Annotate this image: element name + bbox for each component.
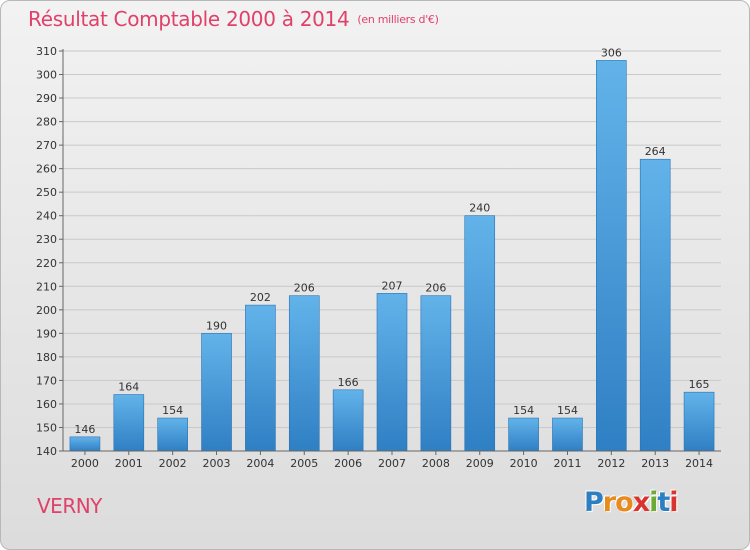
data-label: 207 [382, 279, 403, 292]
bar-2004 [245, 304, 276, 452]
x-tick-label: 2004 [246, 457, 274, 470]
x-tick-label: 2009 [466, 457, 494, 470]
bar-2001 [113, 394, 145, 452]
bar-2002 [157, 417, 188, 452]
x-tick-label: 2000 [71, 457, 99, 470]
y-tick-label: 310 [36, 45, 57, 58]
y-tick-label: 170 [36, 374, 57, 387]
y-tick-label: 200 [36, 304, 57, 317]
y-tick-label: 290 [36, 92, 57, 105]
data-label: 154 [162, 404, 183, 417]
y-tick-label: 280 [36, 116, 57, 129]
logo-letter: o [615, 487, 634, 518]
bar-2009 [464, 215, 496, 452]
bar-2007 [376, 293, 408, 452]
logo-letter: i [649, 487, 658, 518]
data-label: 202 [250, 291, 271, 304]
bars: 146 164 154 190 202 206 166 207 206 240 154 154 306 2… [69, 46, 715, 452]
bar-2010 [508, 417, 539, 452]
x-tick-label: 2003 [203, 457, 231, 470]
data-label: 264 [645, 145, 666, 158]
data-label: 146 [74, 423, 95, 436]
y-tick-label: 160 [36, 398, 57, 411]
y-tick-label: 230 [36, 233, 57, 246]
logo-letter: r [602, 487, 616, 518]
bar-2012 [596, 60, 627, 452]
logo-letter: i [669, 487, 678, 518]
data-label: 206 [425, 282, 446, 295]
logo-letter: t [657, 487, 670, 518]
data-label: 165 [689, 378, 710, 391]
y-tick-label: 260 [36, 163, 57, 176]
data-label: 164 [118, 381, 139, 394]
y-tick-label: 140 [36, 445, 57, 458]
bar-2013 [639, 158, 671, 452]
x-tick-label: 2006 [334, 457, 362, 470]
data-label: 154 [557, 404, 578, 417]
y-tick-label: 250 [36, 186, 57, 199]
x-tick-label: 2007 [378, 457, 406, 470]
chart-unit-label: (en milliers d'€) [357, 13, 439, 26]
bar-2014 [683, 391, 715, 452]
data-label: 206 [294, 282, 315, 295]
y-tick-label: 180 [36, 351, 57, 364]
y-tick-label: 270 [36, 139, 57, 152]
bar-2005 [288, 295, 320, 452]
y-axis: 140 150 160 170 180 190 200 210 220 230 240 250 260 2… [36, 45, 64, 458]
x-tick-label: 2013 [641, 457, 669, 470]
chart-title: Résultat Comptable 2000 à 2014 (en millie… [28, 7, 439, 31]
x-tick-label: 2008 [422, 457, 450, 470]
bar-2008 [420, 295, 452, 452]
data-label: 190 [206, 319, 227, 332]
bar-2000 [69, 436, 101, 452]
proxiti-logo: Proxiti [584, 487, 679, 518]
data-label: 306 [601, 46, 622, 59]
y-tick-label: 220 [36, 257, 57, 270]
bar-2011 [552, 417, 583, 452]
data-label: 166 [338, 376, 359, 389]
y-tick-label: 150 [36, 421, 57, 434]
x-tick-label: 2001 [115, 457, 143, 470]
x-tick-label: 2012 [597, 457, 625, 470]
x-tick-label: 2010 [510, 457, 538, 470]
x-tick-label: 2011 [553, 457, 581, 470]
town-label: VERNY [37, 494, 102, 518]
bar-2003 [201, 333, 232, 452]
chart-title-text: Résultat Comptable 2000 à 2014 [28, 7, 350, 31]
data-label: 240 [469, 202, 490, 215]
x-axis: 2000 2001 2002 2003 2004 2005 2006 2007 2008 2009… [63, 450, 721, 470]
data-label: 154 [513, 404, 534, 417]
y-tick-label: 240 [36, 210, 57, 223]
bar-2006 [332, 389, 364, 452]
y-tick-label: 190 [36, 327, 57, 340]
y-tick-label: 210 [36, 280, 57, 293]
x-tick-label: 2014 [685, 457, 713, 470]
logo-letter: x [632, 487, 650, 518]
logo-letter: P [584, 487, 604, 518]
x-tick-label: 2002 [159, 457, 187, 470]
y-tick-label: 300 [36, 69, 57, 82]
x-tick-label: 2005 [290, 457, 318, 470]
